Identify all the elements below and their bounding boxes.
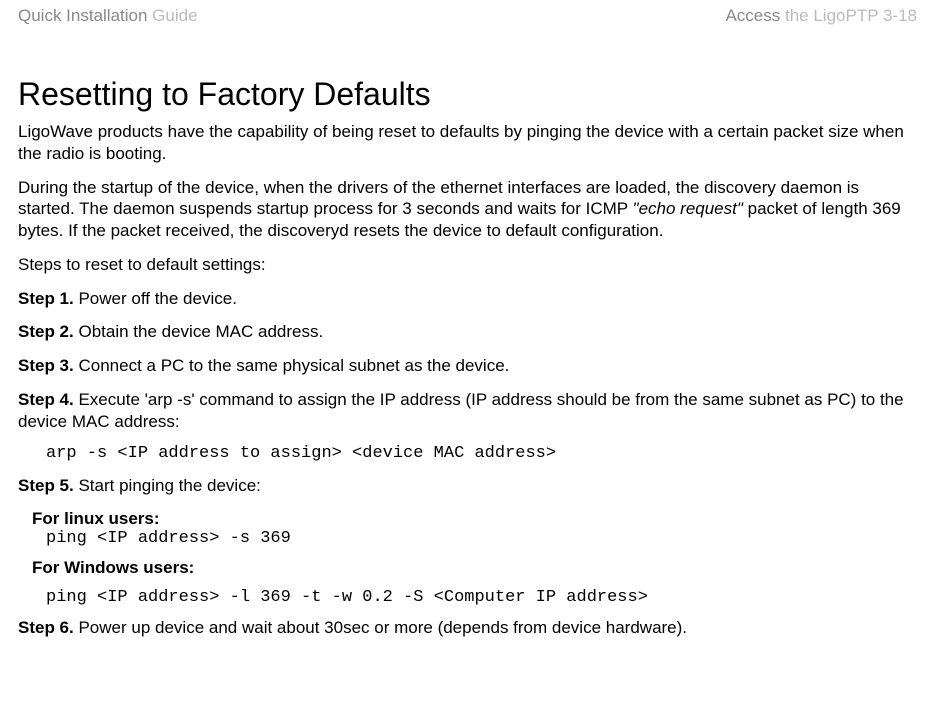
step-4-code: arp -s <IP address to assign> <device MA…	[46, 444, 917, 463]
header-left-light: Guide	[147, 6, 197, 25]
step-5-label: Step 5.	[18, 476, 74, 495]
linux-heading: For linux users:	[32, 509, 917, 529]
step-6: Step 6. Power up device and wait about 3…	[18, 617, 917, 639]
step-1-label: Step 1.	[18, 289, 74, 308]
step-2: Step 2. Obtain the device MAC address.	[18, 321, 917, 343]
step-3: Step 3. Connect a PC to the same physica…	[18, 355, 917, 377]
step-1-text: Power off the device.	[74, 289, 237, 308]
windows-code: ping <IP address> -l 369 -t -w 0.2 -S <C…	[46, 588, 917, 607]
step-2-label: Step 2.	[18, 322, 74, 341]
header-left-strong: Quick Installation	[18, 6, 147, 25]
step-5-text: Start pinging the device:	[74, 476, 261, 495]
step-6-text: Power up device and wait about 30sec or …	[74, 618, 687, 637]
windows-heading: For Windows users:	[32, 558, 917, 578]
steps-intro: Steps to reset to default settings:	[18, 254, 917, 276]
step-4-label: Step 4.	[18, 390, 74, 409]
page-header: Quick Installation Guide Access the Ligo…	[18, 0, 917, 46]
header-right-strong: Access	[725, 6, 780, 25]
paragraph-intro: LigoWave products have the capability of…	[18, 121, 917, 165]
step-5: Step 5. Start pinging the device:	[18, 475, 917, 497]
step-1: Step 1. Power off the device.	[18, 288, 917, 310]
header-left: Quick Installation Guide	[18, 6, 198, 26]
step-4-text: Execute 'arp -s' command to assign the I…	[18, 390, 904, 431]
header-right: Access the LigoPTP 3-18	[725, 6, 917, 26]
step-3-label: Step 3.	[18, 356, 74, 375]
step-3-text: Connect a PC to the same physical subnet…	[74, 356, 510, 375]
header-right-light: the LigoPTP 3-18	[780, 6, 917, 25]
section-title: Resetting to Factory Defaults	[18, 76, 917, 113]
para2-echo-italic: "echo request"	[633, 199, 743, 218]
linux-code: ping <IP address> -s 369	[46, 529, 917, 548]
paragraph-discovery: During the startup of the device, when t…	[18, 177, 917, 242]
step-2-text: Obtain the device MAC address.	[74, 322, 323, 341]
step-6-label: Step 6.	[18, 618, 74, 637]
step-4: Step 4. Execute 'arp -s' command to assi…	[18, 389, 917, 433]
page-container: Quick Installation Guide Access the Ligo…	[0, 0, 935, 671]
